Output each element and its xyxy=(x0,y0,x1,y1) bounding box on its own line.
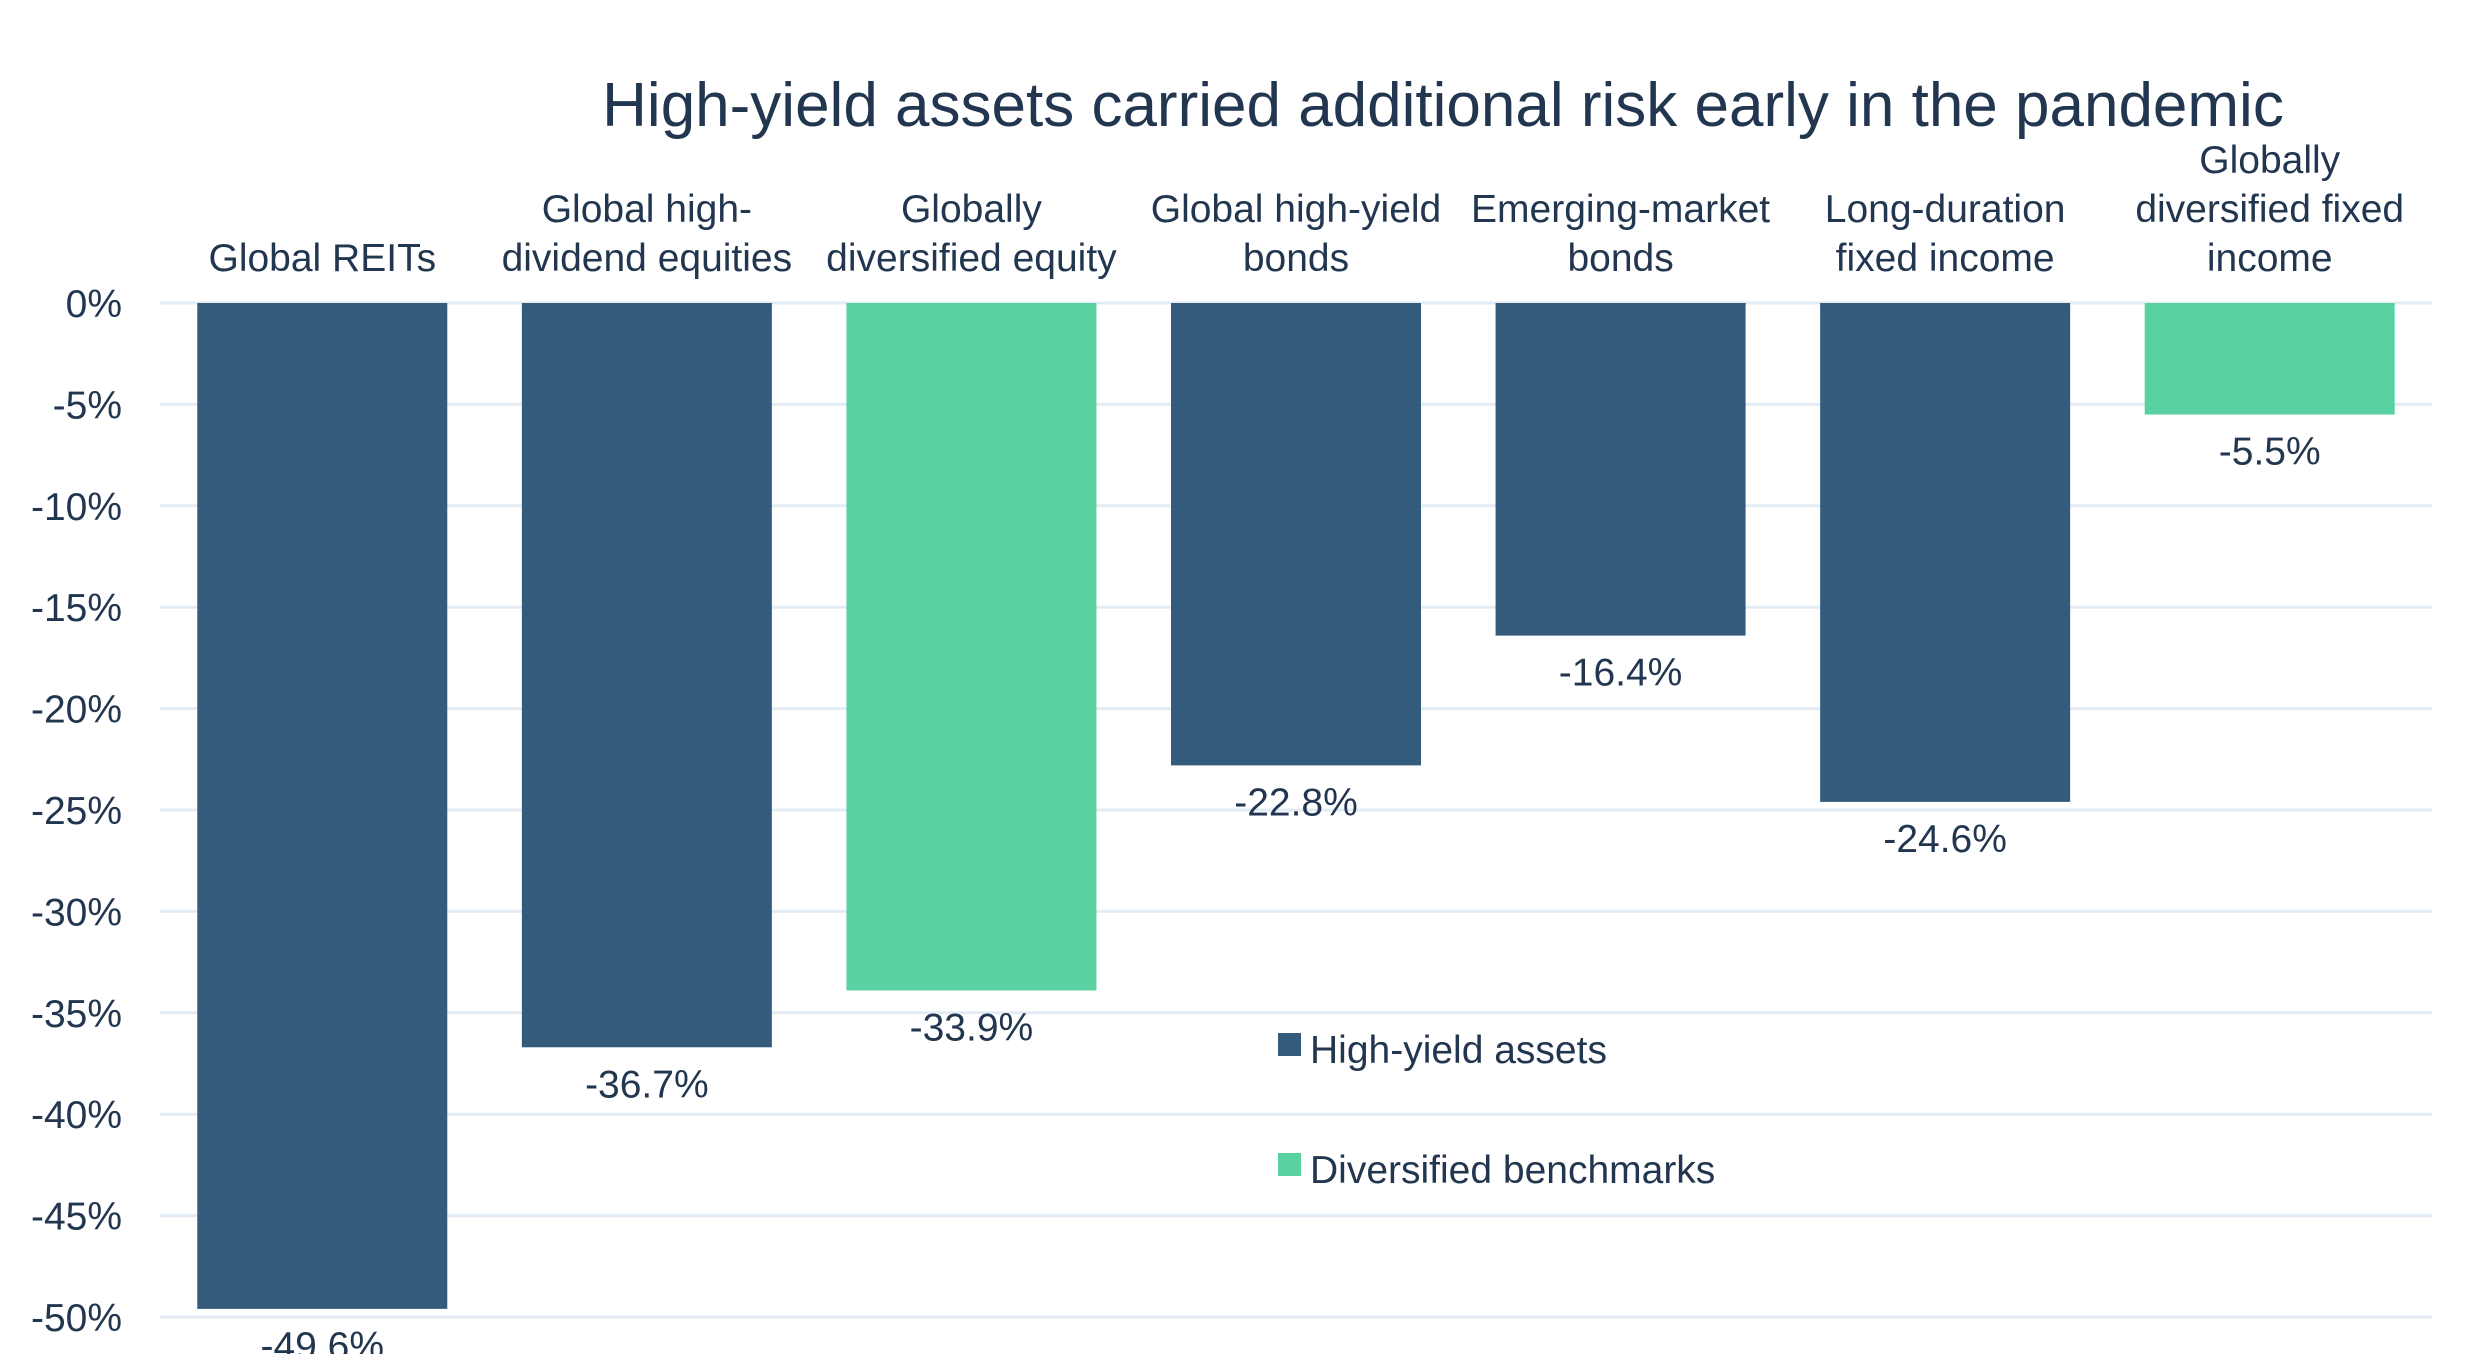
y-tick-label: -10% xyxy=(31,486,122,529)
legend-label-diversified-benchmarks: Diversified benchmarks xyxy=(1310,1149,1715,1192)
x-category-label-line: Globally xyxy=(2199,139,2340,182)
bar xyxy=(521,303,772,1048)
legend-swatch-diversified-benchmarks xyxy=(1278,1153,1301,1176)
data-label: -36.7% xyxy=(585,1063,709,1106)
x-category-label-line: Global REITs xyxy=(208,237,436,280)
data-label: -49.6% xyxy=(260,1325,384,1354)
y-tick-label: -30% xyxy=(31,891,122,934)
x-category-label-line: Global high-yield xyxy=(1151,188,1442,231)
x-category-label-line: fixed income xyxy=(1836,237,2055,280)
data-label: -33.9% xyxy=(910,1006,1034,1049)
x-category-label-line: income xyxy=(2207,237,2333,280)
y-tick-label: -15% xyxy=(31,587,122,630)
bars xyxy=(197,303,2395,1309)
x-category-label: Global REITs xyxy=(208,237,436,280)
x-category-label: Globally diversified equity xyxy=(826,188,1117,280)
y-tick-label: -20% xyxy=(31,689,122,732)
bar xyxy=(197,303,448,1309)
y-tick-label: -40% xyxy=(31,1094,122,1137)
bar xyxy=(846,303,1097,991)
x-category-label-line: Long-duration xyxy=(1825,188,2066,231)
bar xyxy=(1171,303,1421,766)
x-category-label-line: dividend equities xyxy=(502,237,793,280)
y-tick-label: -50% xyxy=(31,1297,122,1340)
x-category-label-line: bonds xyxy=(1243,237,1349,280)
x-category-label-line: Emerging-market xyxy=(1471,188,1770,231)
chart-title: High-yield assets carried additional ris… xyxy=(602,71,2284,140)
data-label: -22.8% xyxy=(1234,781,1358,824)
x-axis-categories: Global REITs Global high-dividend equitie… xyxy=(208,139,2404,280)
bar xyxy=(1820,303,2071,802)
data-label: -16.4% xyxy=(1559,652,1683,695)
y-tick-label: -25% xyxy=(31,790,122,833)
x-category-label: Emerging-market bonds xyxy=(1471,188,1770,280)
y-tick-label: -45% xyxy=(31,1196,122,1239)
x-category-label: Global high-yield bonds xyxy=(1151,188,1442,280)
x-category-label-line: bonds xyxy=(1567,237,1673,280)
x-category-label-line: diversified equity xyxy=(826,237,1117,280)
data-labels: -49.6% -36.7% -33.9% -22.8% -16.4% -24.6% -5.5… xyxy=(260,431,2320,1354)
x-category-label-line: Globally xyxy=(901,188,1042,231)
y-tick-label: -5% xyxy=(53,384,122,427)
y-axis-ticks: 0% -5% -10% -15% -20% -25% -30% -35% -40% -45% -50… xyxy=(31,283,122,1340)
legend-swatch-high-yield-assets xyxy=(1278,1033,1301,1056)
x-category-label: Global high-dividend equities xyxy=(502,188,793,280)
y-tick-label: -35% xyxy=(31,993,122,1036)
y-tick-label: 0% xyxy=(66,283,122,326)
bar xyxy=(1495,303,1746,636)
x-category-label: Globally diversified fixed income xyxy=(2135,139,2404,280)
x-category-label-line: Global high- xyxy=(542,188,752,231)
data-label: -24.6% xyxy=(1883,818,2007,861)
legend-label-high-yield-assets: High-yield assets xyxy=(1310,1029,1607,1072)
data-label: -5.5% xyxy=(2219,431,2321,474)
x-category-label-line: diversified fixed xyxy=(2135,188,2404,231)
legend: High-yield assets Diversified benchmarks xyxy=(1278,1029,1715,1192)
bar xyxy=(2144,303,2395,415)
x-category-label: Long-duration fixed income xyxy=(1825,188,2066,280)
